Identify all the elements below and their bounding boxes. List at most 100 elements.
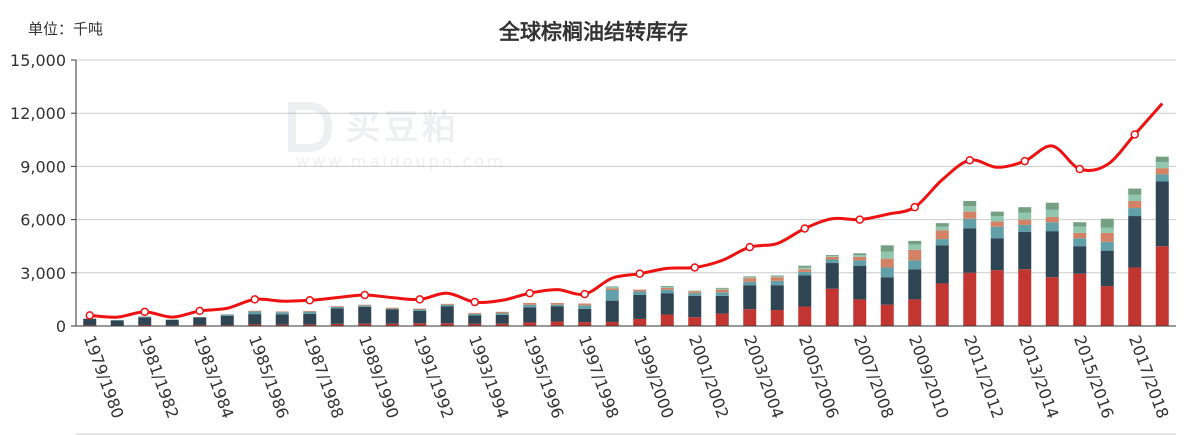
stacked-bars	[83, 156, 1169, 326]
x-tick-label: 1983/1984	[190, 333, 238, 421]
bar-segment	[853, 260, 867, 266]
bar-segment	[880, 277, 894, 305]
bar-segment	[908, 244, 922, 250]
bar-segment	[1018, 212, 1032, 220]
watermark-url: www.maidoupo.com	[296, 152, 506, 171]
bar-segment	[138, 317, 152, 325]
bar-segment	[605, 290, 619, 301]
chart-title: 全球棕榈油结转库存	[499, 20, 688, 44]
bar-segment	[825, 259, 839, 264]
bar-segment	[330, 306, 344, 309]
bar-segment	[1073, 222, 1087, 227]
bar-segment	[440, 323, 454, 326]
x-tick-label: 1997/1998	[575, 333, 623, 421]
bar-segment	[605, 287, 619, 289]
bar-segment	[550, 306, 564, 322]
bar-segment	[1100, 286, 1114, 326]
bar-segment	[660, 287, 674, 290]
line-point-marker	[250, 295, 259, 304]
bar-segment	[743, 278, 757, 282]
line-point-marker	[195, 306, 204, 316]
bar-segment	[248, 324, 262, 326]
bar-segment	[853, 255, 867, 257]
line-point-marker	[415, 295, 424, 304]
bar-segment	[248, 310, 262, 312]
bar-segment	[715, 313, 729, 326]
bar-segment	[880, 251, 894, 259]
bar-segment	[1100, 241, 1114, 251]
bar-segment	[165, 319, 179, 326]
bar-segment	[633, 289, 647, 292]
watermark-name: 买豆粕	[346, 108, 460, 148]
line-point-marker	[910, 202, 919, 212]
bar-segment	[825, 256, 839, 260]
bar-segment	[990, 216, 1004, 222]
bar-segment	[825, 255, 839, 256]
line-point-marker	[690, 263, 699, 272]
bar-segment	[688, 295, 702, 318]
bar-segment	[770, 275, 784, 277]
y-tick-label: 12,000	[10, 104, 66, 123]
bar-segment	[990, 226, 1004, 239]
bar-segment	[715, 295, 729, 314]
bar-segment	[303, 324, 317, 326]
bar-segment	[798, 265, 812, 268]
bar-segment	[880, 258, 894, 268]
bar-segment	[770, 280, 784, 286]
bar-segment	[825, 255, 839, 257]
x-tick-label: 2001/2002	[685, 333, 733, 421]
bar-segment	[495, 314, 509, 324]
bar-segment	[853, 253, 867, 256]
bar-segment	[358, 323, 372, 326]
bar-segment	[358, 306, 372, 324]
x-tick-label: 1993/1994	[465, 333, 513, 421]
bar-segment	[523, 302, 537, 305]
bar-segment	[990, 270, 1004, 326]
bar-segment	[853, 265, 867, 300]
bar-segment	[1155, 161, 1169, 169]
bar-segment	[660, 286, 674, 287]
bar-segment	[743, 285, 757, 310]
line-point-marker	[1020, 156, 1029, 166]
x-tick-label: 1987/1988	[300, 333, 348, 421]
bar-segment	[1100, 250, 1114, 287]
bar-segment	[193, 324, 207, 326]
bar-segment	[743, 281, 757, 286]
line-point-marker	[800, 224, 809, 233]
x-tick-label: 1985/1986	[245, 333, 293, 421]
bar-segment	[275, 311, 289, 313]
bar-segment	[825, 288, 839, 326]
bar-segment	[468, 312, 482, 314]
bar-segment	[578, 303, 592, 306]
bar-segment	[798, 269, 812, 272]
bar-segment	[248, 314, 262, 325]
line-point-marker	[360, 290, 369, 300]
y-tick-label: 0	[56, 317, 66, 336]
bar-segment	[1045, 231, 1059, 278]
bar-segment	[220, 315, 234, 326]
x-tick-label: 1989/1990	[355, 333, 403, 421]
bar-segment	[1100, 227, 1114, 233]
bar-segment	[468, 323, 482, 326]
bar-segment	[798, 275, 812, 307]
bar-segment	[605, 321, 619, 326]
y-tick-label: 6,000	[20, 211, 66, 230]
bar-segment	[330, 308, 344, 324]
bar-segment	[770, 285, 784, 311]
x-tick-label: 2009/2010	[905, 333, 953, 421]
bar-segment	[743, 309, 757, 326]
y-tick-label: 9,000	[20, 157, 66, 176]
y-tick-label: 3,000	[20, 264, 66, 283]
bar-segment	[1100, 232, 1114, 242]
x-tick-label: 1999/2000	[630, 333, 678, 421]
bar-segment	[1155, 156, 1169, 162]
bar-segment	[1073, 273, 1087, 326]
bar-segment	[495, 313, 509, 315]
bar-segment	[633, 318, 647, 326]
bar-segment	[413, 310, 427, 324]
bar-segment	[1045, 202, 1059, 210]
x-tick-label: 2013/2014	[1015, 333, 1063, 421]
bar-segment	[660, 286, 674, 288]
bar-segment	[660, 289, 674, 294]
bar-segment	[935, 245, 949, 284]
